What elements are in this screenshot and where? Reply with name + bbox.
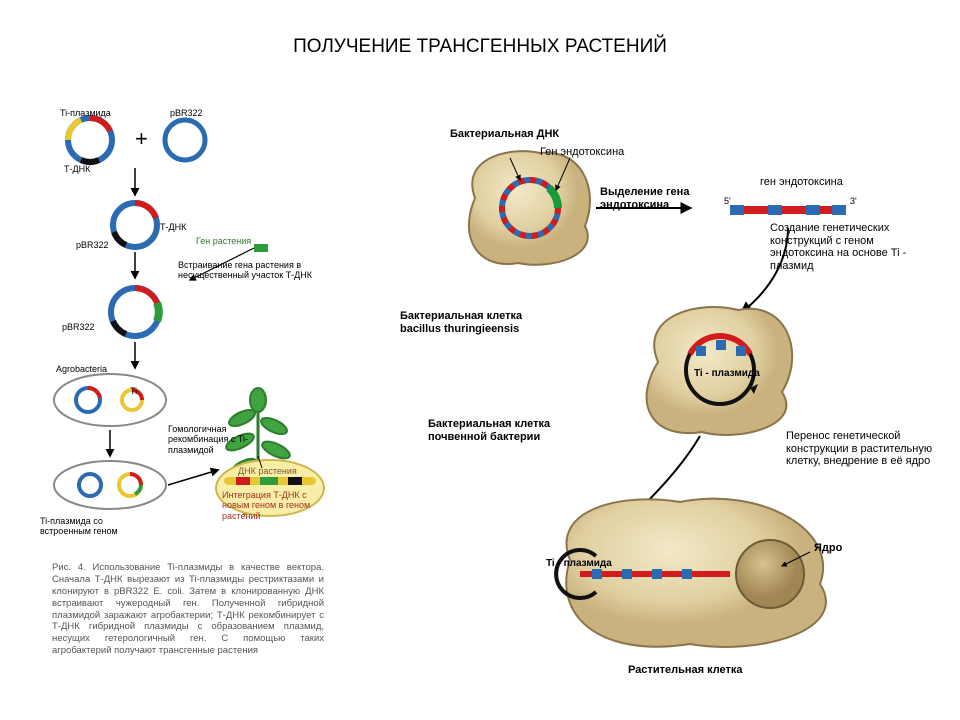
label-insert: Встраивание гена растения в несущественн… (178, 260, 328, 281)
label-soil-bact: Бактериальная клетка почвенной бактерии (428, 418, 588, 443)
svg-text:+: + (135, 126, 148, 151)
label-homolog: Гомологичная рекомбинация с Ti-плазмидой (168, 424, 264, 455)
recombined-icon (54, 461, 166, 509)
label-endo-gene: Ген эндотоксина (540, 146, 624, 159)
label-agro: Agrobacteria (56, 364, 107, 374)
label-ti: Ti (130, 386, 137, 396)
label-pbr2: pBR322 (76, 240, 109, 250)
pbr-tdnk-icon (113, 203, 157, 247)
label-bact-dna: Бактериальная ДНК (450, 128, 559, 141)
label-tdnk: Т-ДНК (64, 164, 90, 174)
ti-plasmid-icon (68, 118, 112, 162)
label-nucleus: Ядро (814, 542, 842, 555)
label-tdnk2: Т-ДНК (160, 222, 186, 232)
label-ti-plasmid2: Ti - плазмида (546, 558, 612, 570)
label-plant-dna: ДНК растения (238, 466, 297, 476)
label-ti-built: Ti-плазмида со встроенным геном (40, 516, 126, 537)
plant-cell-icon (556, 499, 826, 647)
agrobacteria-icon (54, 374, 166, 426)
gene-cassette-icon (730, 205, 846, 215)
label-pbr: pBR322 (170, 108, 203, 118)
label-endo-gene2: ген эндотоксина (760, 176, 843, 189)
label-plant-gene: Ген растения (196, 236, 251, 246)
label-pbr3: pBR322 (62, 322, 95, 332)
label-plant-cell: Растительная клетка (628, 664, 743, 677)
label-integration: Интеграция Т-ДНК с новым геном в геном р… (222, 490, 326, 521)
label-construct: Создание генетических конструкций с гено… (770, 222, 920, 273)
label-isolation: Выделение гена эндотоксина (600, 186, 692, 211)
label-three: 3' (850, 196, 857, 206)
figure-caption: Рис. 4. Использование Ti-плазмиды в каче… (52, 562, 324, 657)
label-ti-plasmid: Ti-плазмида (60, 108, 111, 118)
label-bact-cell: Бактериальная клетка bacillus thuringiee… (400, 310, 540, 335)
label-five: 5' (724, 196, 731, 206)
plasmid-with-gene-icon (111, 288, 159, 336)
bacterial-cell-icon (469, 151, 590, 265)
label-transfer: Перенос генетической конструкции в расти… (786, 430, 936, 468)
label-ti-plasmid-r: Ti - плазмида (694, 368, 760, 380)
pbr322-icon (165, 120, 205, 160)
